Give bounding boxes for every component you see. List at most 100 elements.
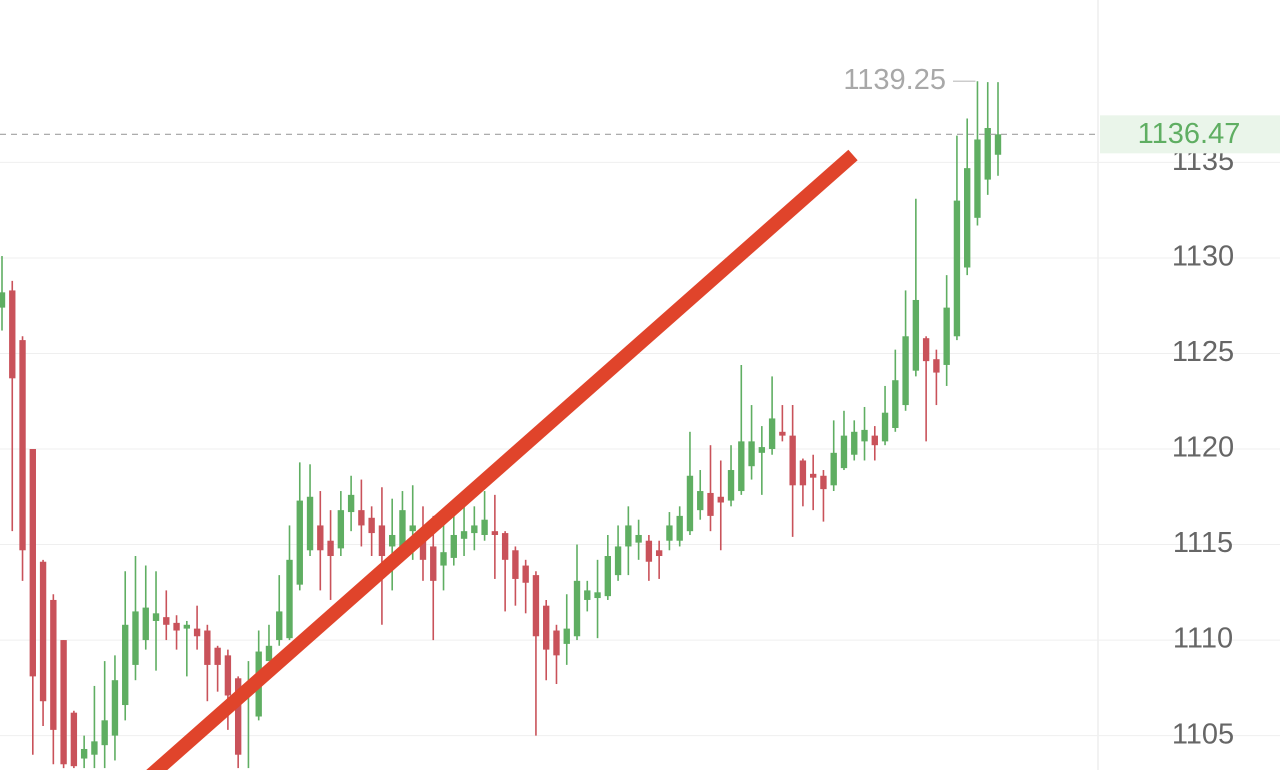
candle-body [9, 290, 16, 379]
y-tick-label: 1130 [1172, 241, 1234, 273]
candle-body [214, 647, 221, 665]
candle-body [491, 531, 499, 535]
candle-body [471, 525, 478, 534]
candle-body [481, 519, 488, 535]
candle-body [676, 515, 683, 541]
y-tick-label: 1105 [1172, 718, 1234, 750]
candle-body [532, 575, 540, 637]
trend-line [146, 149, 858, 770]
candle-body [152, 613, 160, 621]
candle-body [450, 534, 457, 558]
candle-body [922, 338, 930, 362]
candle-body [543, 605, 550, 650]
candle-body [645, 540, 653, 562]
candle-body [512, 550, 519, 579]
candles [0, 81, 1002, 769]
candle-body [296, 500, 303, 585]
candle-body [317, 525, 324, 551]
candle-body [111, 680, 119, 736]
candle-body [142, 607, 149, 641]
candle-body [60, 640, 67, 765]
candle-body [563, 628, 570, 644]
last-price-label: 1136.47 [1138, 118, 1241, 150]
candle-body [820, 475, 827, 490]
candle-body [501, 533, 509, 560]
candle-body [799, 460, 807, 486]
candle-body [132, 611, 139, 665]
candle-body [122, 624, 129, 706]
candle-body [276, 611, 283, 641]
candle-body [234, 678, 242, 755]
candle-body [553, 630, 560, 656]
candle-body [409, 525, 416, 532]
candle-body [358, 510, 365, 526]
candle-body [347, 494, 355, 513]
candle-body [337, 510, 345, 549]
candle-body [460, 531, 468, 539]
candle-body [614, 546, 622, 576]
candle-body [573, 580, 581, 637]
candle-body [430, 546, 437, 581]
candle-body [306, 496, 314, 551]
candle-body [707, 492, 714, 516]
candle-body [881, 412, 889, 442]
candle-body [964, 168, 971, 268]
y-tick-label: 1110 [1173, 623, 1233, 655]
candle-body [738, 441, 745, 492]
candle-body [861, 429, 868, 442]
high-label: 1139.25 [843, 64, 946, 96]
candle-body [368, 517, 375, 534]
candle-body [912, 299, 920, 371]
candle-body [286, 559, 293, 639]
candle-body [604, 556, 611, 597]
candle-body [378, 525, 386, 557]
candle-body [265, 645, 273, 662]
candle-body [830, 452, 837, 486]
candle-body [91, 741, 98, 755]
candle-body [183, 624, 191, 629]
candle-body [327, 540, 334, 557]
candle-body [584, 590, 591, 600]
candle-body [717, 496, 724, 503]
candle-body [789, 435, 796, 486]
candle-body [953, 200, 961, 337]
candle-body [655, 550, 663, 557]
candle-body [173, 622, 180, 631]
candle-body [892, 380, 899, 428]
candle-body [193, 628, 201, 637]
candle-body [19, 340, 26, 551]
candle-body [522, 565, 529, 583]
y-tick-label: 1125 [1172, 336, 1234, 368]
candle-body [625, 525, 632, 547]
candle-body [594, 592, 601, 599]
candle-body [851, 431, 858, 455]
candle-body [758, 447, 766, 453]
candle-body [666, 525, 673, 541]
candle-body [419, 531, 427, 560]
y-tick-label: 1120 [1172, 432, 1234, 464]
candle-body [840, 435, 848, 469]
candle-body [768, 418, 776, 450]
overlay: 1139.25 1136.47 [0, 64, 1280, 154]
candle-body [0, 292, 6, 308]
candle-body [697, 491, 704, 511]
grid [0, 161, 1280, 737]
candle-body [994, 134, 1002, 155]
candle-body [163, 617, 170, 625]
candle-body [902, 336, 909, 406]
candle-body [204, 630, 211, 665]
candle-body [727, 470, 735, 501]
candle-body [635, 534, 642, 543]
candle-body [686, 475, 694, 532]
candle-body [29, 449, 36, 677]
candle-body [440, 552, 447, 566]
y-tick-label: 1115 [1173, 527, 1233, 559]
candle-body [984, 128, 991, 180]
candle-body [974, 139, 981, 218]
candle-body [399, 510, 406, 551]
candle-body [224, 655, 232, 696]
candle-body [101, 720, 108, 746]
candle-body [943, 307, 950, 365]
